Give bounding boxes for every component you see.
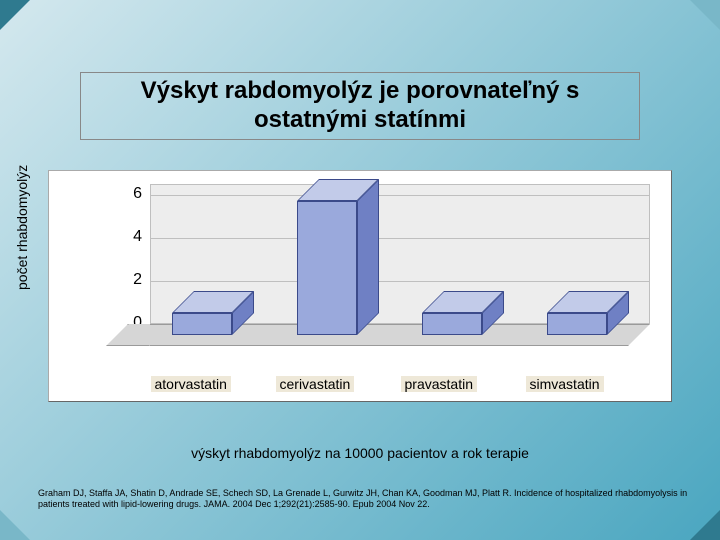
corner-bottom-left <box>0 510 30 540</box>
bar-simvastatin <box>547 291 629 335</box>
gridline <box>150 195 650 196</box>
xlabel-atorvastatin: atorvastatin <box>151 376 231 392</box>
gridline <box>150 238 650 239</box>
title-line1: Výskyt rabdomyolýz je porovnateľný s <box>141 77 580 104</box>
citation: Graham DJ, Staffa JA, Shatin D, Andrade … <box>38 488 688 511</box>
plot-area: 0246 <box>128 184 648 364</box>
x-labels-row: atorvastatin cerivastatin pravastatin simva… <box>128 374 648 398</box>
bar-cerivastatin <box>297 179 379 335</box>
y-axis-label: počet rhabdomyolýz <box>14 165 30 290</box>
gridline <box>150 281 650 282</box>
corner-top-left <box>0 0 30 30</box>
ytick-label: 6 <box>122 185 142 203</box>
bar-side <box>357 179 379 335</box>
ytick-label: 4 <box>122 228 142 246</box>
bar-pravastatin <box>422 291 504 335</box>
bar-atorvastatin <box>172 291 254 335</box>
ytick-label: 2 <box>122 271 142 289</box>
slide: Výskyt rabdomyolýz je porovnateľný s ost… <box>0 0 720 540</box>
xlabel-simvastatin: simvastatin <box>526 376 604 392</box>
corner-bottom-right <box>690 510 720 540</box>
slide-title: Výskyt rabdomyolýz je porovnateľný s ost… <box>89 77 631 135</box>
xlabel-pravastatin: pravastatin <box>401 376 477 392</box>
title-line2: ostatnými statínmi <box>254 106 466 133</box>
corner-top-right <box>690 0 720 30</box>
title-box: Výskyt rabdomyolýz je porovnateľný s ost… <box>80 72 640 140</box>
chart-subtitle: výskyt rhabdomyolýz na 10000 pacientov a… <box>0 445 720 461</box>
xlabel-cerivastatin: cerivastatin <box>276 376 355 392</box>
bar-front <box>422 313 482 335</box>
bar-front <box>297 201 357 335</box>
chart-floor-wedge <box>128 324 150 346</box>
bar-front <box>172 313 232 335</box>
bar-front <box>547 313 607 335</box>
